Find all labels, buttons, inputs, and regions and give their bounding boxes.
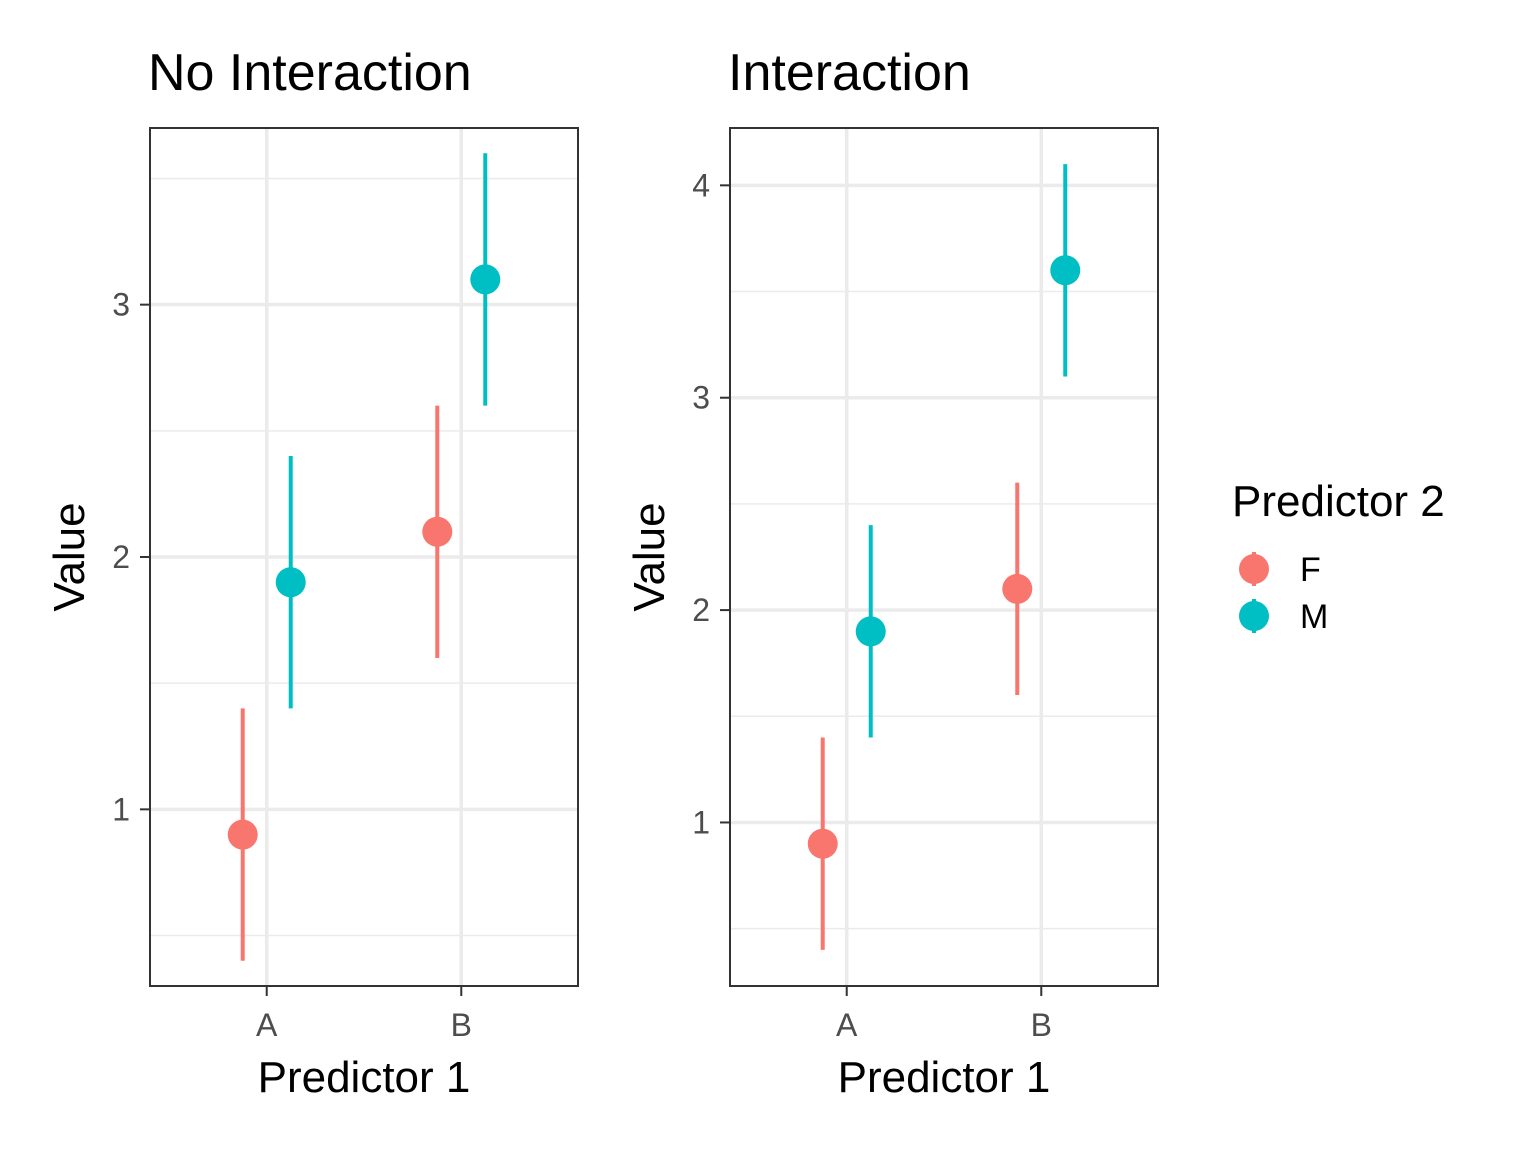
data-point — [1050, 255, 1081, 286]
panel-no-interaction: No Interaction 1 2 3 A B Predictor 1 Value — [45, 44, 579, 1102]
data-point — [855, 616, 886, 647]
panel-border — [729, 127, 1159, 987]
panel-title: Interaction — [728, 44, 971, 102]
x-tick-label: A — [256, 1007, 278, 1043]
legend: Predictor 2 FM — [1232, 477, 1445, 636]
y-tick-label: 2 — [112, 539, 130, 575]
data-point — [422, 516, 453, 547]
legend-key-point — [1239, 554, 1269, 584]
panel-title: No Interaction — [148, 44, 472, 102]
x-axis-title: Predictor 1 — [258, 1053, 471, 1102]
legend-title: Predictor 2 — [1232, 477, 1445, 526]
data-point — [807, 828, 838, 859]
legend-label: F — [1300, 551, 1321, 589]
y-tick-label: 4 — [692, 167, 710, 203]
y-axis-title: Value — [45, 502, 94, 611]
x-axis-title: Predictor 1 — [838, 1053, 1051, 1102]
x-tick-label: B — [1031, 1007, 1052, 1043]
legend-label: M — [1300, 598, 1328, 636]
y-tick-label: 1 — [692, 804, 710, 840]
y-axis-title: Value — [625, 502, 674, 611]
y-tick-label: 3 — [112, 287, 130, 323]
x-tick-label: A — [836, 1007, 858, 1043]
panel-interaction: Interaction 1 2 3 4 A B Predictor 1 Value — [625, 44, 1159, 1102]
data-point — [275, 567, 306, 598]
data-point — [227, 819, 258, 850]
data-point — [470, 264, 501, 295]
legend-key-point — [1239, 601, 1269, 631]
x-tick-label: B — [451, 1007, 472, 1043]
y-tick-label: 3 — [692, 380, 710, 416]
data-point — [1002, 573, 1033, 604]
y-tick-label: 1 — [112, 791, 130, 827]
y-tick-label: 2 — [692, 592, 710, 628]
